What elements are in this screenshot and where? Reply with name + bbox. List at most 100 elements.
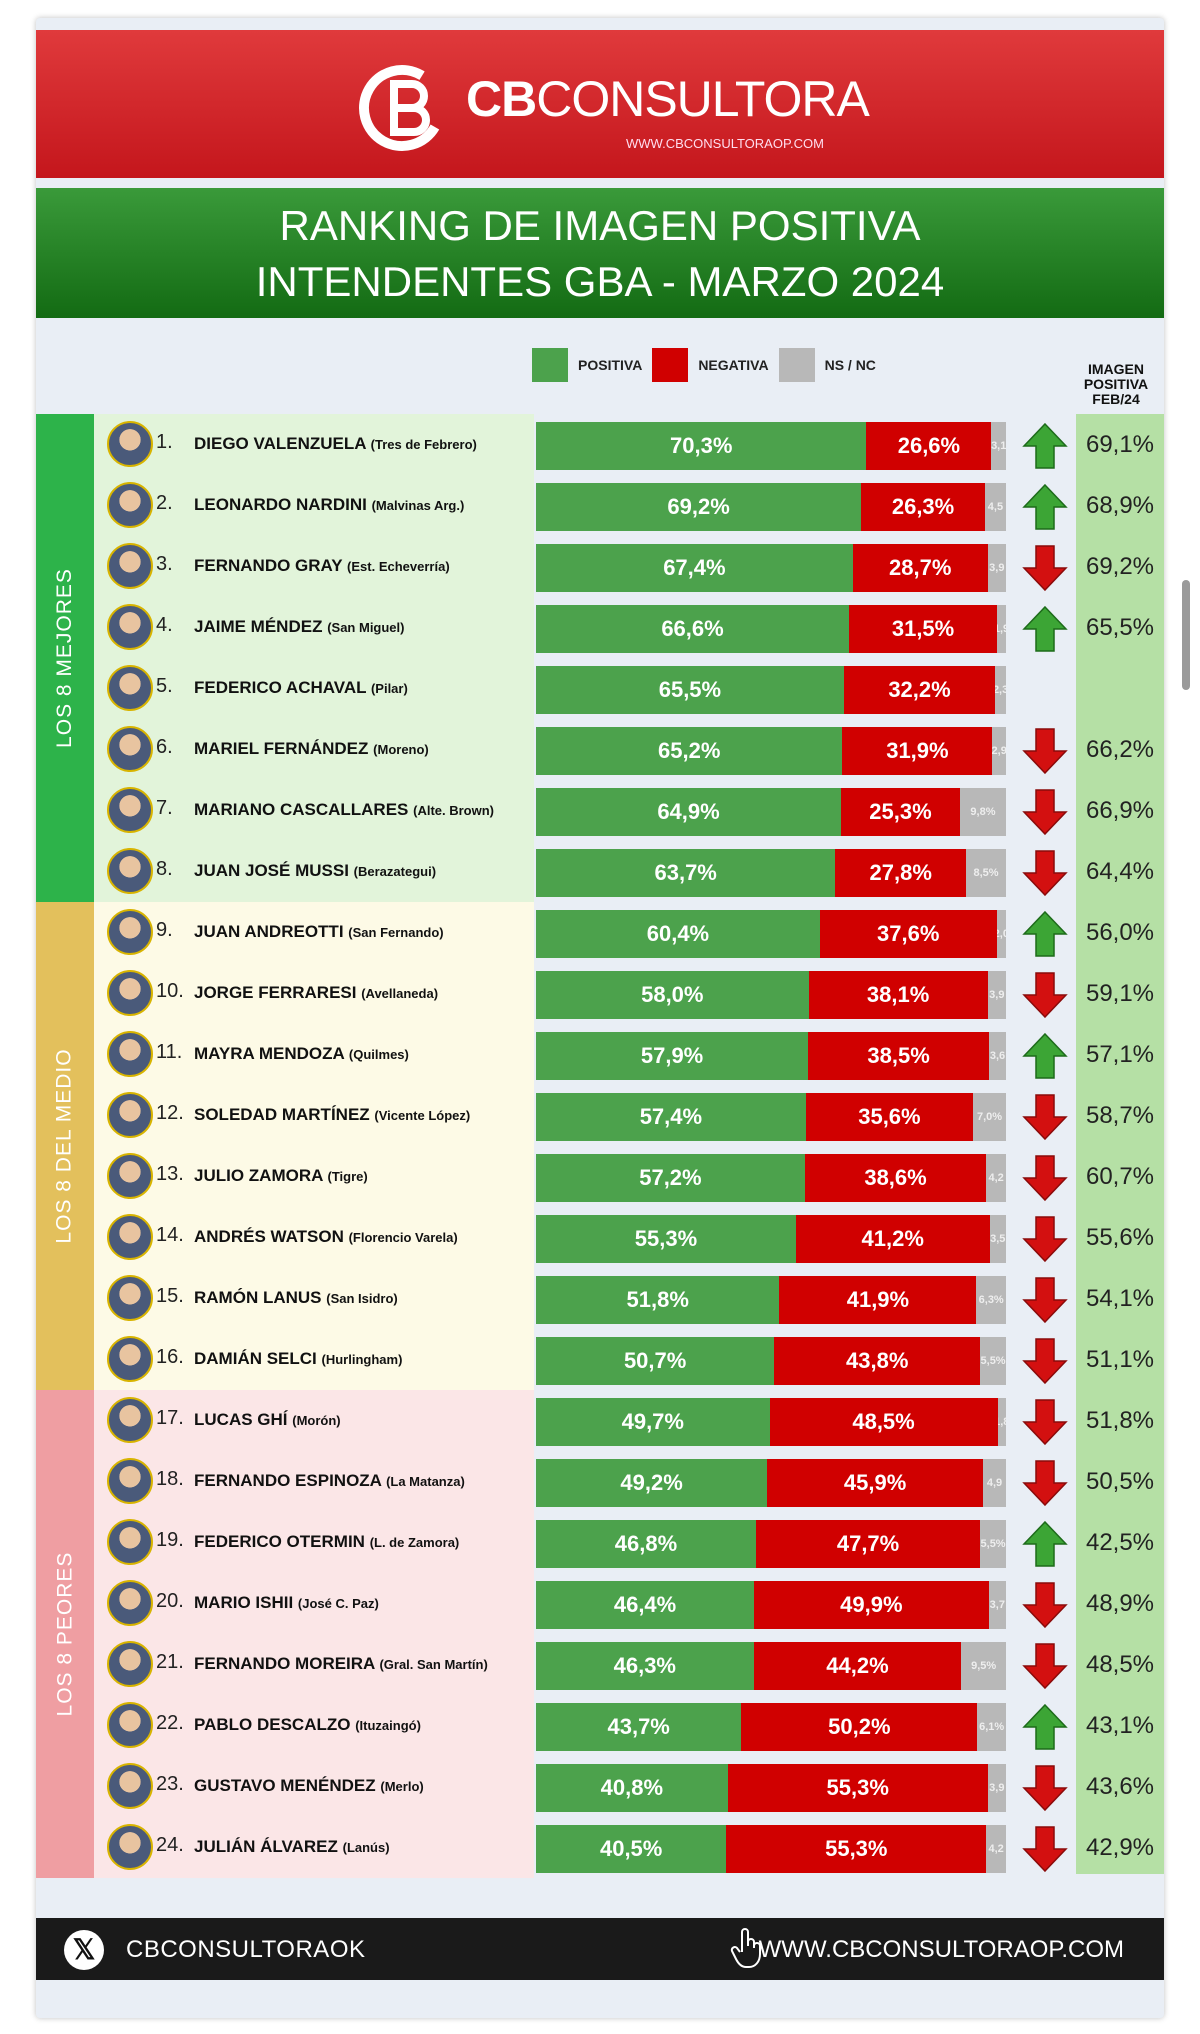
table-row: 4. JAIME MÉNDEZ (San Miguel) 66,6%31,5%1,9… [36,597,1164,658]
infographic-card: CBCONSULTORA WWW.CBCONSULTORAOP.COM RANK… [36,18,1164,2018]
bar-negativa: 55,3% [727,1764,988,1812]
bar-nsnc: 3,5 [989,1215,1006,1263]
stacked-bar: 66,6%31,5%1,9 [536,605,1006,653]
district: (Berazategui) [353,864,437,879]
table-row: 24. JULIÁN ÁLVAREZ (Lanús) 40,5% 55,3% 4,2 42… [36,1817,1164,1878]
district: (La Matanza) [386,1474,465,1489]
rank-number: 11. [156,1041,183,1063]
district: (Vicente López) [374,1108,471,1123]
bar-nsnc: 5,5% [980,1337,1006,1385]
brand-name: CBCONSULTORA [466,71,870,127]
previous-value: 66,9% [1085,797,1155,824]
bar-negativa: 38,5% [808,1032,990,1080]
mayor-name: JORGE FERRARESI (Avellaneda) [194,983,439,1002]
footer-url[interactable]: WWW.CBCONSULTORAOP.COM [758,1936,1124,1963]
stacked-bar: 43,7% 50,2% 6,1% [536,1703,1006,1751]
avatar [107,1214,153,1260]
table-row: 16. DAMIÁN SELCI (Hurlingham) 50,7% 43,8% 5,… [36,1329,1164,1390]
avatar [107,1763,153,1809]
stacked-bar: 58,0% 38,1% 3,9 [536,971,1006,1019]
district: (Florencio Varela) [348,1230,458,1245]
previous-value: 42,9% [1085,1834,1155,1861]
rank-number: 8. [156,858,173,880]
rank-number: 20. [156,1590,184,1612]
brand-url[interactable]: WWW.CBCONSULTORAOP.COM [626,136,824,151]
district: (Gral. San Martín) [379,1657,488,1672]
previous-value: 59,1% [1085,980,1155,1007]
bar-negativa: 43,8% [774,1337,981,1385]
district: (Tigre) [327,1169,368,1184]
table-row: 19. FEDERICO OTERMIN (L. de Zamora) 46,8% 4… [36,1512,1164,1573]
scrollbar-thumb[interactable] [1182,580,1190,690]
bar-positiva: 43,7% [536,1703,742,1751]
trend-down-icon [1022,788,1068,836]
stacked-bar: 67,4% 28,7% 3,9 [536,544,1006,592]
table-row: 23. GUSTAVO MENÉNDEZ (Merlo) 40,8% 55,3% 3,9… [36,1756,1164,1817]
bar-nsnc: 4,2 [986,1154,1006,1202]
previous-value: 50,5% [1085,1468,1155,1495]
table-row: 13. JULIO ZAMORA (Tigre) 57,2% 38,6% 4,2 60,7… [36,1146,1164,1207]
table-row: 12. SOLEDAD MARTÍNEZ (Vicente López) 57,4%… [36,1085,1164,1146]
stacked-bar: 46,4% 49,9% 3,7 [536,1581,1006,1629]
legend-item-negativa: NEGATIVA [652,348,774,382]
mayor-name: GUSTAVO MENÉNDEZ (Merlo) [194,1776,424,1795]
mayor-name: DAMIÁN SELCI (Hurlingham) [194,1349,403,1368]
table-row: 11. MAYRA MENDOZA (Quilmes) 57,9% 38,5% 3,6 5… [36,1024,1164,1085]
district: (Moreno) [373,742,429,757]
mayor-name: MARIO ISHII (José C. Paz) [194,1593,379,1612]
previous-value: 51,8% [1085,1407,1155,1434]
rank-number: 16. [156,1346,184,1368]
district: (Tres de Febrero) [370,437,477,452]
group-strip-2 [36,1390,94,1878]
district: (Avellaneda) [361,986,439,1001]
table-row: 18. FERNANDO ESPINOZA (La Matanza) 49,2% 45… [36,1451,1164,1512]
mayor-name: JULIÁN ÁLVAREZ (Lanús) [194,1837,390,1856]
stacked-bar: 70,3% 26,6% 3,1 [536,422,1006,470]
bar-positiva: 46,4% [536,1581,755,1629]
trend-down-icon [1022,727,1068,775]
previous-value: 56,0% [1085,919,1155,946]
stacked-bar: 40,5% 55,3% 4,2 [536,1825,1006,1873]
bar-nsnc: 1,8 [997,1398,1006,1446]
bar-positiva: 58,0% [536,971,809,1019]
bar-negativa: 28,7% [852,544,988,592]
trend-up-icon [1022,605,1068,653]
avatar [107,1580,153,1626]
mayor-name: PABLO DESCALZO (Ituzaingó) [194,1715,421,1734]
bar-negativa: 41,9% [779,1276,977,1324]
bar-nsnc: 6,3% [976,1276,1006,1324]
table-row: 7. MARIANO CASCALLARES (Alte. Brown) 64,9%… [36,780,1164,841]
bar-negativa: 26,3% [861,483,985,531]
legend-swatch-negativa [652,348,689,382]
district: (Alte. Brown) [413,803,495,818]
trend-down-icon [1022,1764,1068,1812]
footer-handle[interactable]: CBCONSULTORAOK [126,1936,366,1963]
stacked-bar: 46,8% 47,7% 5,5% [536,1520,1006,1568]
stacked-bar: 49,2% 45,9% 4,9 [536,1459,1006,1507]
rank-number: 7. [156,797,173,819]
bar-nsnc: 2,3 [995,666,1006,714]
bar-positiva: 55,3% [536,1215,796,1263]
table-row: 3. FERNANDO GRAY (Est. Echeverría) 67,4% 28… [36,536,1164,597]
mayor-name: FEDERICO ACHAVAL (Pilar) [194,678,408,697]
x-logo-icon[interactable]: 𝕏 [64,1930,104,1970]
bar-negativa: 45,9% [767,1459,983,1507]
avatar [107,1397,153,1443]
trend-down-icon [1022,1398,1068,1446]
avatar [107,543,153,589]
avatar [107,1702,153,1748]
trend-down-icon [1022,849,1068,897]
bar-negativa: 41,2% [795,1215,990,1263]
previous-value: 54,1% [1085,1285,1155,1312]
title-line-2: INTENDENTES GBA - MARZO 2024 [255,258,945,305]
stacked-bar: 57,9% 38,5% 3,6 [536,1032,1006,1080]
mayor-name: DIEGO VALENZUELA (Tres de Febrero) [194,434,477,453]
stacked-bar: 49,7%48,5%1,8 [536,1398,1006,1446]
stacked-bar: 60,4% 37,6% 2,0 [536,910,1006,958]
table-row: 8. JUAN JOSÉ MUSSI (Berazategui) 63,7% 27,8… [36,841,1164,902]
bar-positiva: 70,3% [536,422,867,470]
legend-swatch-positiva [532,348,568,382]
avatar [107,665,153,711]
stacked-bar: 57,4% 35,6% 7,0% [536,1093,1006,1141]
bar-positiva: 40,8% [536,1764,728,1812]
